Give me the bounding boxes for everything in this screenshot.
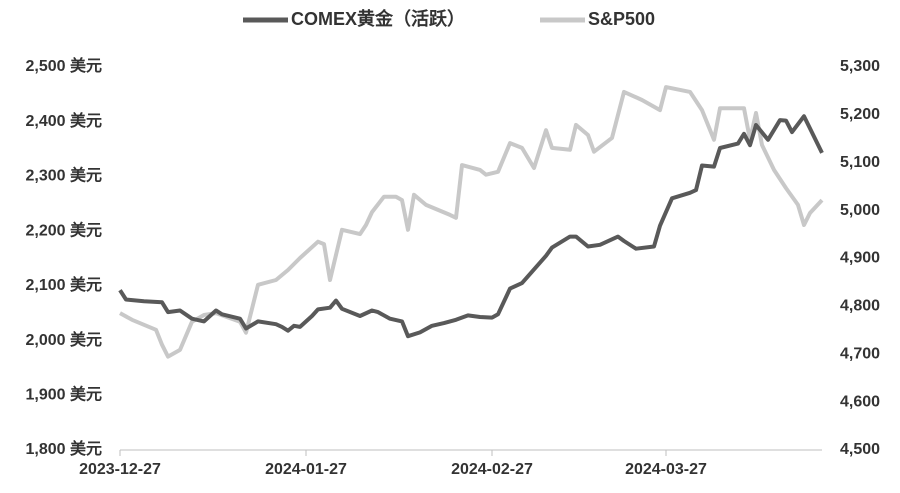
y-tick-label: 1,900 美元 <box>26 385 103 404</box>
x-tick-label: 2023-12-27 <box>79 461 161 478</box>
y2-tick-label: 5,300 <box>840 58 880 75</box>
y2-tick-label: 4,500 <box>840 441 880 458</box>
x-tick-label: 2024-02-27 <box>451 461 533 478</box>
series-line <box>119 85 824 359</box>
legend-label: S&P500 <box>588 9 655 29</box>
y-tick-label: 2,300 美元 <box>26 166 103 185</box>
y2-tick-label: 4,800 <box>840 298 880 315</box>
y2-tick-label: 5,200 <box>840 106 880 123</box>
y2-tick-label: 5,000 <box>840 202 880 219</box>
y-tick-label: 2,500 美元 <box>26 56 103 75</box>
x-tick-label: 2024-01-27 <box>265 461 347 478</box>
y-tick-label: 2,200 美元 <box>26 220 103 239</box>
y2-tick-label: 5,100 <box>840 154 880 171</box>
series-line <box>118 114 824 339</box>
y-tick-label: 2,000 美元 <box>26 330 103 349</box>
y-tick-label: 2,100 美元 <box>26 275 103 294</box>
x-tick-label: 2024-03-27 <box>625 461 707 478</box>
y2-tick-label: 4,700 <box>840 345 880 362</box>
y2-tick-label: 4,600 <box>840 393 880 410</box>
y2-tick-label: 4,900 <box>840 250 880 267</box>
y-tick-label: 1,800 美元 <box>26 439 103 458</box>
y-tick-label: 2,400 美元 <box>26 111 103 130</box>
legend-label: COMEX黄金（活跃） <box>291 8 465 29</box>
